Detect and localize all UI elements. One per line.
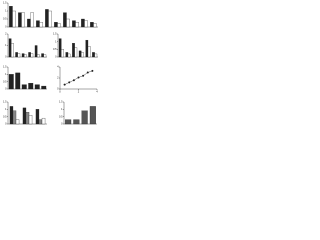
bar [15,52,18,58]
x-tick-label: 2 [78,89,80,93]
bar [74,47,78,58]
bar [18,12,22,28]
bar [21,53,25,58]
bar [8,74,14,90]
bar [57,23,61,28]
bar [21,12,25,28]
bar [34,45,38,58]
bar [61,49,64,58]
bar [30,12,34,28]
bar [48,10,52,28]
y-tick-label: 1 [55,39,57,43]
bar [9,106,14,125]
y-tick-label: 0.5 [53,47,57,51]
y-tick-label: 4 [57,65,59,69]
bar [94,53,98,58]
y-tick-label: 0 [57,87,59,91]
bar [39,22,43,28]
bar [81,18,85,28]
bar [67,53,71,58]
bar [37,54,40,58]
bar [41,85,47,90]
y-tick-label: 2 [57,76,59,80]
y-tick-label: 0.5 [3,17,7,21]
bar [72,43,75,58]
bar [35,109,40,125]
bar [41,53,44,58]
bar [25,112,30,125]
y-tick-label: 0 [55,55,57,59]
bar [84,20,88,28]
bar [54,22,58,28]
y-tick-label: 0.5 [3,114,7,118]
bar [38,119,43,125]
bar [24,54,27,58]
bar [11,43,14,58]
bar [65,119,72,125]
y-tick-label: 1.5 [3,100,7,104]
bar [22,107,27,125]
bar [43,54,47,58]
bar [78,50,82,58]
bar [15,119,20,125]
bar [58,38,62,58]
y-tick-label: 1 [5,43,7,47]
y-tick-label: 1.5 [53,32,57,36]
x-tick-label: 4 [96,89,98,93]
y-tick-label: 1 [5,107,7,111]
bar [8,38,12,58]
bar [30,53,34,58]
y-tick-label: 1 [5,72,7,76]
bar [28,115,33,125]
bar [81,52,84,58]
y-tick-label: 0 [5,25,7,29]
bar [85,39,89,58]
bar [93,23,97,28]
bar [90,22,94,28]
y-tick-label: 1.5 [3,1,7,5]
bar [17,53,21,58]
bar [12,110,17,125]
y-tick-label: 0 [5,87,7,91]
bar [81,110,88,125]
bar [73,119,80,125]
trend-line [64,70,93,85]
figure: 0 0.5 1 1.5 0 1 2 0 0.5 1 1.5 0 0.5 1 1.5 0 2 4 0 2 4 0 0.5 1 1.… [3,1,98,126]
bar [15,72,21,90]
y-tick-label: 0.5 [59,114,63,118]
bar [72,20,76,28]
y-tick-label: 1.5 [3,65,7,69]
bar [75,22,79,28]
y-tick-label: 0 [61,122,63,126]
bar [87,46,91,58]
y-tick-label: 2 [5,32,7,36]
bar [28,52,31,58]
bar [28,82,34,90]
y-tick-label: 0 [5,122,7,126]
bar [65,52,69,58]
bar [41,117,46,125]
bar [27,18,31,28]
bar [63,12,67,28]
bar [21,84,27,90]
bar [34,84,40,90]
bar [89,106,96,125]
y-tick-label: 1 [5,9,7,13]
y-tick-label: 1.5 [59,100,63,104]
y-tick-label: 0 [5,55,7,59]
y-tick-label: 1 [61,107,63,111]
y-tick-label: 0.5 [3,79,7,83]
bar [36,20,40,28]
x-tick-label: 0 [59,89,61,93]
bar [66,18,70,28]
bar [45,9,49,28]
bar [12,10,16,28]
bar [9,6,13,28]
bar [92,52,95,58]
